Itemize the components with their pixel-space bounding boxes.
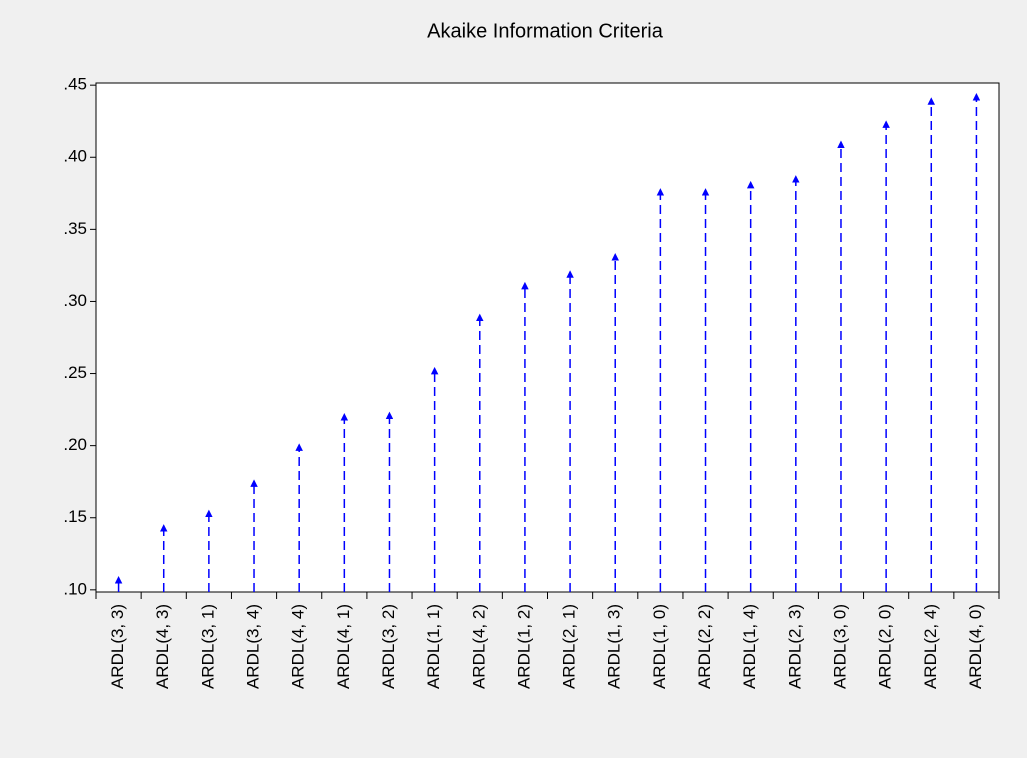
y-tick-label: .35 — [63, 219, 87, 238]
x-tick-label: ARDL(4, 1) — [334, 604, 353, 689]
x-tick-label: ARDL(1, 4) — [740, 604, 759, 689]
chart-title: Akaike Information Criteria — [427, 20, 664, 42]
y-tick-label: .10 — [63, 579, 87, 598]
x-tick-label: ARDL(4, 2) — [469, 604, 488, 689]
x-tick-label: ARDL(4, 3) — [153, 604, 172, 689]
x-tick-label: ARDL(3, 3) — [108, 604, 127, 689]
x-tick-label: ARDL(3, 1) — [198, 604, 217, 689]
y-tick-label: .40 — [63, 147, 87, 166]
x-tick-label: ARDL(2, 4) — [921, 604, 940, 689]
y-tick-label: .25 — [63, 363, 87, 382]
x-tick-label: ARDL(2, 1) — [560, 604, 579, 689]
y-tick-label: .15 — [63, 507, 87, 526]
y-tick-label: .45 — [63, 75, 87, 94]
x-tick-label: ARDL(3, 0) — [830, 604, 849, 689]
x-tick-label: ARDL(4, 0) — [966, 604, 985, 689]
x-tick-label: ARDL(1, 2) — [514, 604, 533, 689]
x-tick-label: ARDL(1, 3) — [605, 604, 624, 689]
x-tick-label: ARDL(2, 2) — [695, 604, 714, 689]
plot-area — [95, 82, 1000, 593]
x-tick-label: ARDL(2, 3) — [785, 604, 804, 689]
y-tick-label: .30 — [63, 291, 87, 310]
x-tick-label: ARDL(4, 4) — [289, 604, 308, 689]
x-tick-label: ARDL(3, 2) — [379, 604, 398, 689]
x-tick-label: ARDL(1, 0) — [650, 604, 669, 689]
y-tick-label: .20 — [63, 435, 87, 454]
x-tick-label: ARDL(3, 4) — [244, 604, 263, 689]
x-tick-label: ARDL(2, 0) — [876, 604, 895, 689]
x-tick-label: ARDL(1, 1) — [424, 604, 443, 689]
